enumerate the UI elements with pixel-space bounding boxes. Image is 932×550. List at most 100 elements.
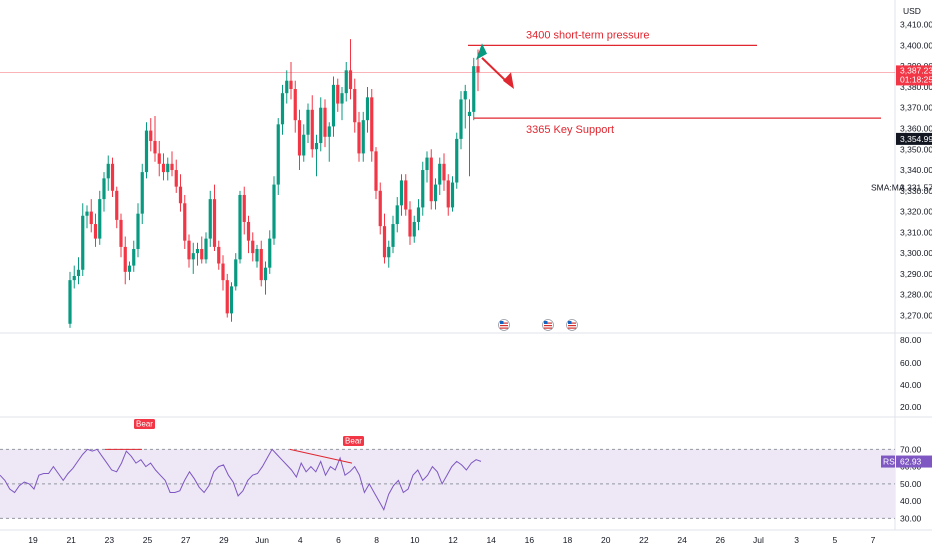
candle-body [476,66,480,73]
candle-body [340,93,344,104]
candlestick-series[interactable] [68,39,480,328]
candle-body [442,163,446,181]
countdown-label: 01:18:25 [900,74,932,84]
indicator-tick-label: 40.00 [900,380,922,390]
candle-body [433,184,438,202]
price-tick-label: 3,280.00 [900,290,932,300]
candle-body [238,194,242,260]
candle-body [183,203,187,241]
bear-tag-label: Bear [136,420,153,429]
candle-body [217,246,221,264]
flag-canton [544,321,548,324]
level-label: 3400 short-term pressure [526,29,650,41]
price-tick-label: 3,360.00 [900,123,932,133]
candle-body [331,84,336,127]
price-tick-label: 3,290.00 [900,269,932,279]
time-axis[interactable]: 19 21 23 25 27 29 Jun 4 6 8 10 12 14 16 18 20 22 24 26 Jul 3… [28,535,875,545]
candle-body [285,80,289,94]
candle-body [327,126,331,137]
candle-body [204,238,208,260]
event-markers[interactable] [498,319,578,331]
last-price-tag [896,65,932,86]
candle-body [293,89,297,121]
candle-body [463,91,467,100]
flag-stripe [500,327,508,329]
candle-body [170,163,174,171]
candle-body [446,180,450,208]
flag-stripe [544,327,552,329]
price-tick-label: 3,300.00 [900,248,932,258]
candle-body [76,269,81,276]
candle-body [102,178,106,200]
bear-tag-label: Bear [345,437,362,446]
flag-canton [568,321,572,324]
last-price-label: 3,387.23 [900,65,932,75]
candle-body [81,215,85,270]
price-tick-label: 3,310.00 [900,227,932,237]
candle-body [391,224,395,247]
time-tick-label: 29 [219,535,229,545]
candle-body [450,182,455,208]
candle-body [306,109,310,135]
candle-body [438,163,442,185]
candle-body [110,163,115,191]
flag-stripe [568,322,576,324]
time-tick-label: 24 [677,535,687,545]
candle-body [85,211,89,216]
currency-label: USD [903,6,921,16]
time-tick-label: 10 [410,535,420,545]
candle-body [255,248,259,262]
time-tick-label: 18 [563,535,573,545]
level-annotations[interactable]: 3400 short-term pressure 3365 Key Support [468,29,881,136]
bear-tag [343,436,364,446]
up-arrow-head [476,43,487,60]
candle-body [459,99,463,139]
candle-body [348,70,353,90]
candle-body [229,286,234,314]
candle-body [387,246,391,258]
time-tick-label: 27 [181,535,191,545]
rsi-tick-label: 40.00 [900,496,922,506]
time-tick-label: 12 [448,535,458,545]
candle-body [344,70,348,94]
candle-body [225,280,229,314]
candle-body [412,221,416,237]
candle-body [234,259,238,287]
candle-body [268,238,272,268]
candle-body [361,120,365,154]
candle-body [425,157,429,171]
time-tick-label: 25 [143,535,153,545]
candle-body [153,140,157,154]
time-tick-label: 14 [486,535,496,545]
rsi-value-label: 62.93 [900,457,922,467]
rsi-series[interactable]: Bear Bear [0,419,482,511]
time-tick-label: 21 [66,535,76,545]
candle-body [382,226,387,258]
volume-axis: 80.00 60.00 40.00 20.00 [900,335,922,412]
candle-body [365,97,370,121]
candle-body [93,224,98,239]
candle-body [242,194,246,222]
candle-body [399,180,404,206]
candle-body [336,84,340,104]
candle-body [310,109,314,150]
time-tick-label: 26 [716,535,726,545]
flag-stripe [568,327,576,329]
rsi-tick-label: 30.00 [900,513,922,523]
candle-body [289,80,293,90]
rsi-name-label: RSI [883,457,897,467]
candle-body [297,120,302,156]
candle-body [208,199,212,239]
indicator-tick-label: 60.00 [900,358,922,368]
time-tick-label: 16 [525,535,535,545]
time-tick-label: 3 [794,535,799,545]
time-tick-label: 6 [336,535,341,545]
rsi-value-tag [896,455,932,468]
indicator-tick-label: 80.00 [900,335,922,345]
candle-body [395,205,399,225]
rsi-name-tag [881,455,895,468]
candle-body [149,130,153,141]
time-tick-label: Jul [753,535,764,545]
candle-body [323,107,327,137]
